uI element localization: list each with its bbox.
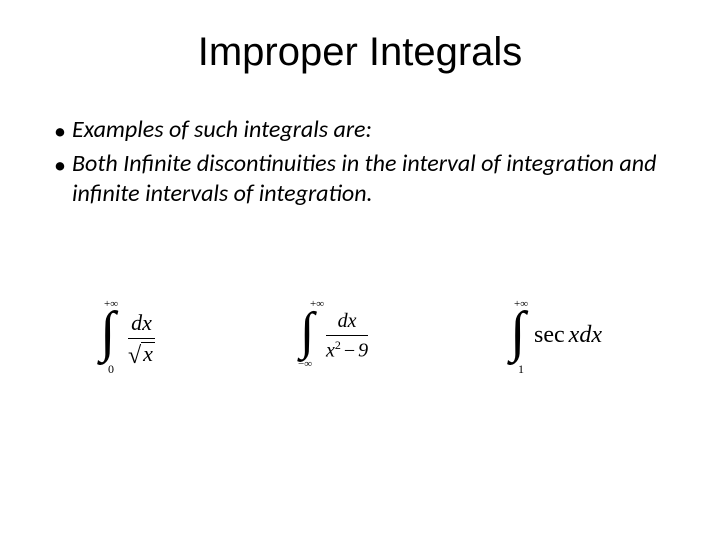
numerator: dx [326,310,368,333]
var-x: x [569,322,580,348]
den-base: x [326,340,335,362]
lower-limit: 0 [108,362,114,377]
integral-sign-icon: ∫ [510,304,525,360]
minus-icon: − [341,340,358,362]
sqrt-icon: √ [128,343,141,369]
integral-3: +∞ ∫ 1 secxdx [510,300,670,390]
integral-sign-icon: ∫ [300,306,314,358]
integrand: secxdx [534,322,602,349]
fraction-bar-icon [128,338,155,339]
bullet-text: Examples of such integrals are: [72,115,672,145]
bullet-list: • Examples of such integrals are: • Both… [54,115,672,209]
fraction-bar-icon [326,335,368,336]
bullet-item: • Both Infinite discontinuities in the i… [54,149,672,209]
den-exponent: 2 [335,338,341,352]
den-const: 9 [358,340,368,362]
lower-limit: 1 [518,362,524,377]
fraction: dx x2−9 [326,310,368,363]
slide-title: Improper Integrals [48,30,672,75]
fraction: dx √x [128,310,155,370]
slide: Improper Integrals • Examples of such in… [0,0,720,540]
numerator: dx [128,310,155,336]
sec-func: sec [534,322,565,348]
integral-sign-icon: ∫ [100,304,115,360]
bullet-text: Both Infinite discontinuities in the int… [72,149,672,209]
bullet-dot-icon: • [54,149,72,181]
equations-row: +∞ ∫ 0 dx √x +∞ ∫ −∞ dx x2−9 [0,300,720,420]
lower-limit: −∞ [298,358,312,370]
sqrt-arg: x [141,342,155,365]
integral-1: +∞ ∫ 0 dx √x [100,300,210,390]
dx: dx [579,322,602,348]
integral-2: +∞ ∫ −∞ dx x2−9 [300,300,440,390]
bullet-item: • Examples of such integrals are: [54,115,672,147]
denominator: x2−9 [326,338,368,363]
denominator: √x [128,341,155,370]
bullet-dot-icon: • [54,115,72,147]
